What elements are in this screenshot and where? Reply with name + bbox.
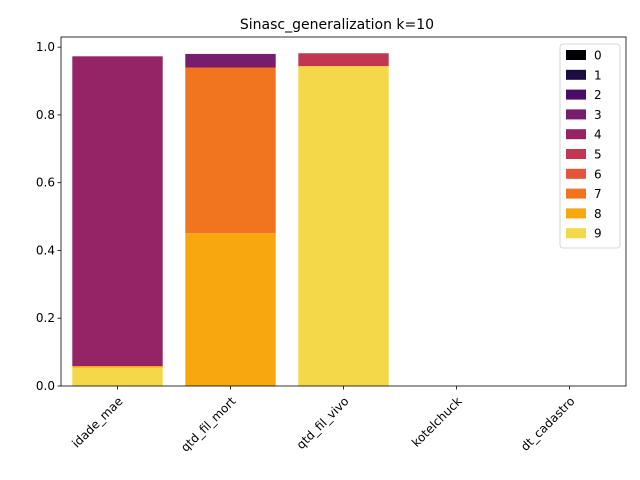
- bars: [72, 53, 389, 387]
- legend-swatch-1: [566, 69, 586, 80]
- y-axis: 0.0 0.2 0.4 0.6 0.8 1.0: [36, 40, 61, 393]
- chart-title: Sinasc_generalization k=10: [240, 17, 434, 33]
- legend-swatch-0: [566, 50, 586, 60]
- legend-label-6: 6: [594, 167, 602, 181]
- bar-segment-idade_mae-8: [72, 366, 163, 368]
- legend-label-9: 9: [594, 227, 602, 241]
- y-tick-label: 0.8: [36, 108, 55, 122]
- legend-label-7: 7: [594, 187, 602, 201]
- legend-swatch-9: [566, 228, 586, 239]
- bar-segment-qtd_fil_vivo-9: [298, 66, 389, 387]
- bar-segment-qtd_fil_mort-7: [185, 67, 276, 234]
- legend-swatch-3: [566, 109, 586, 120]
- legend-swatch-6: [566, 168, 586, 179]
- bar-segment-qtd_fil_mort-8: [185, 233, 276, 386]
- y-tick-label: 0.2: [36, 311, 55, 325]
- bar-segment-qtd_fil_mort-3: [185, 53, 276, 68]
- legend-label-2: 2: [594, 88, 602, 102]
- legend-swatch-4: [566, 129, 586, 140]
- legend-swatch-7: [566, 188, 586, 199]
- plot-frame: [60, 36, 627, 387]
- bar-segment-qtd_fil_vivo-5: [298, 53, 389, 67]
- y-tick-label: 0.4: [36, 243, 55, 257]
- legend-label-1: 1: [594, 68, 602, 82]
- legend-label-0: 0: [594, 49, 602, 63]
- legend-label-3: 3: [594, 108, 602, 122]
- legend-swatch-2: [566, 89, 586, 100]
- y-tick-label: 1.0: [36, 40, 55, 54]
- bar-segment-idade_mae-4: [72, 56, 163, 367]
- legend-label-5: 5: [594, 148, 602, 162]
- bar-segment-idade_mae-9: [72, 367, 163, 386]
- y-tick-label: 0.0: [36, 379, 55, 393]
- legend-label-8: 8: [594, 207, 602, 221]
- legend-label-4: 4: [594, 128, 602, 142]
- legend-swatch-8: [566, 208, 586, 219]
- y-tick-label: 0.6: [36, 176, 55, 190]
- legend-swatch-5: [566, 149, 586, 159]
- legend: 0 1 2 3 4 5 6 7 8 9: [559, 43, 621, 249]
